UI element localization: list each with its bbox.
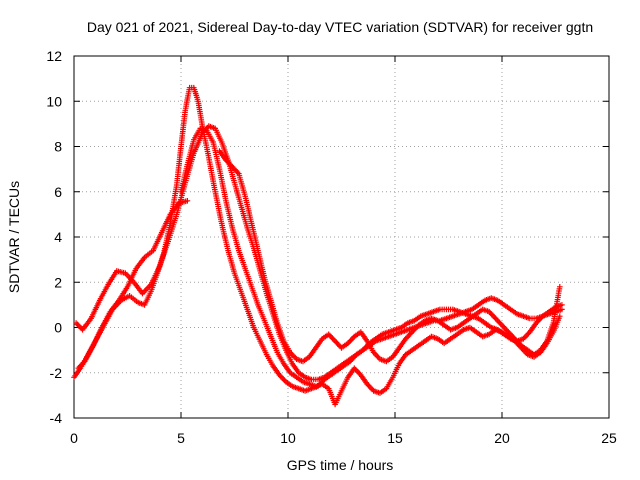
x-tick-label: 0 <box>70 430 78 446</box>
x-tick-label: 15 <box>387 430 403 446</box>
x-tick-label: 25 <box>601 430 617 446</box>
y-tick-label: 12 <box>46 48 62 64</box>
data-point <box>559 306 565 313</box>
y-tick-label: 0 <box>54 320 62 336</box>
chart-grid <box>74 56 609 418</box>
y-tick-label: 6 <box>54 184 62 200</box>
y-axis-label: SDTVAR / TECUs <box>6 181 22 293</box>
data-point <box>184 198 191 204</box>
data-point <box>557 313 563 319</box>
y-tick-label: -4 <box>50 410 63 426</box>
series-track-c <box>75 198 191 371</box>
x-tick-label: 5 <box>177 430 185 446</box>
chart-title: Day 021 of 2021, Sidereal Day-to-day VTE… <box>87 19 593 35</box>
y-tick-label: 10 <box>46 93 62 109</box>
series-track-d <box>216 148 563 365</box>
data-point <box>557 284 563 290</box>
x-tick-label: 10 <box>280 430 296 446</box>
data-marks <box>71 84 565 408</box>
series-track-e <box>178 125 563 408</box>
x-tick-labels: 0 5 10 15 20 25 <box>70 430 617 446</box>
x-tick-label: 20 <box>494 430 510 446</box>
axis-ticks <box>73 55 610 419</box>
x-axis-label: GPS time / hours <box>287 457 394 473</box>
y-tick-labels: -4 -2 0 2 4 6 8 10 12 <box>46 48 62 426</box>
y-tick-label: 2 <box>54 274 62 290</box>
y-tick-label: 4 <box>54 229 62 245</box>
y-tick-label: 8 <box>54 139 62 155</box>
y-tick-label: -2 <box>50 365 63 381</box>
